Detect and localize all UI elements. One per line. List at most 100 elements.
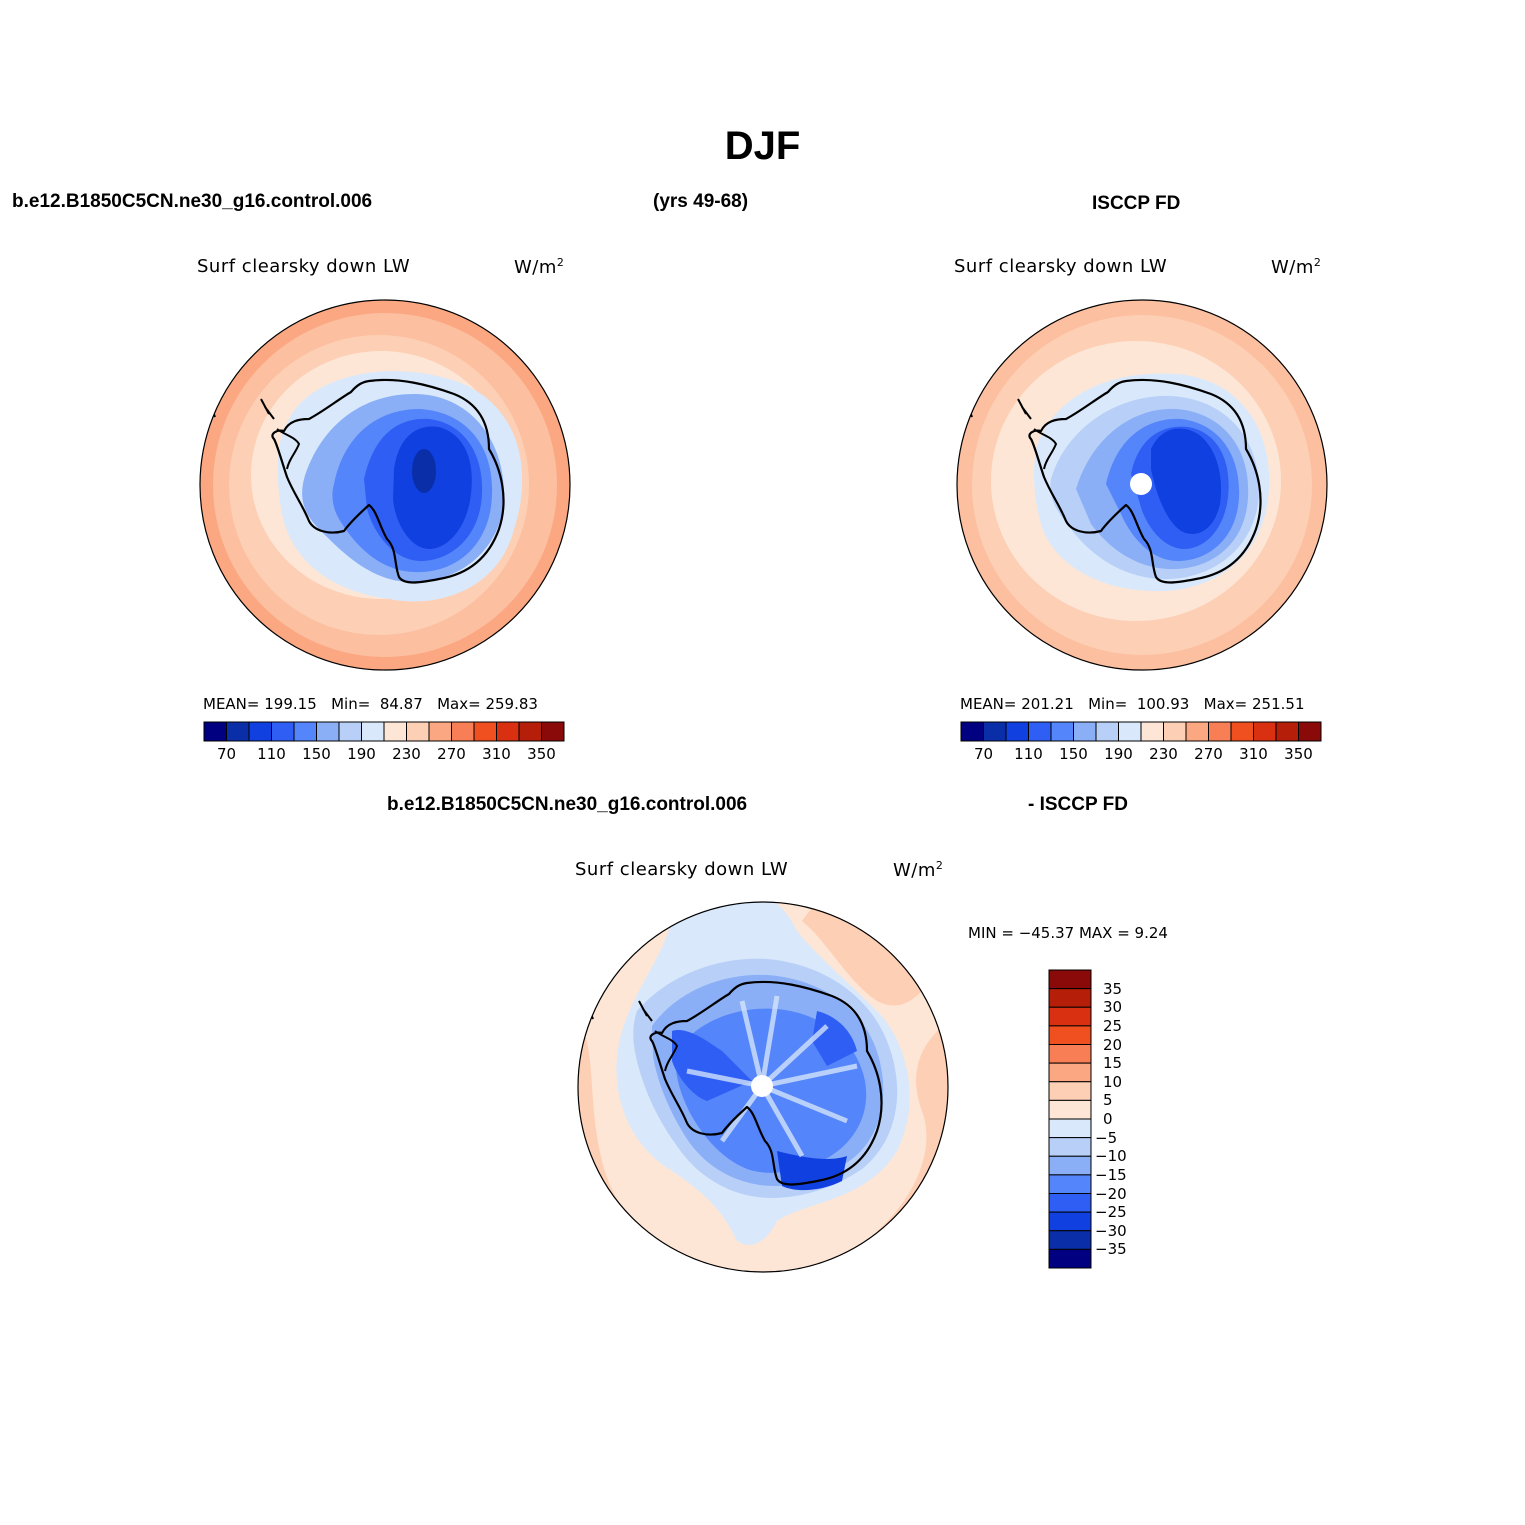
colorbar-box [960,721,984,742]
colorbar-tick-label: −20 [1095,1184,1127,1203]
diff-contour-neg-25-west [672,1030,752,1101]
obs-name-label: ISCCP FD [1092,193,1181,214]
colorbar-tick-label: 230 [392,745,421,763]
colorbar-tick-label: −30 [1095,1221,1127,1240]
colorbar-box [1095,721,1119,742]
colorbar-tick-label: −5 [1095,1128,1118,1147]
colorbar-tick-label: 190 [347,745,376,763]
model-polar-map [199,299,571,671]
colorbar-box [1073,721,1097,742]
diff-radial-streaks [686,995,858,1158]
colorbar-tick-label: 150 [302,745,331,763]
colorbar-tick-label: 30 [1103,998,1123,1017]
colorbar-box [1048,1174,1092,1194]
colorbar-box [1048,1211,1092,1232]
colorbar-box [1185,721,1209,742]
colorbar-tick-label: 0 [1103,1110,1113,1128]
colorbar-tick-label: 5 [1103,1091,1113,1110]
colorbar-tick-label: 10 [1103,1072,1123,1091]
model-panel-units: W/m2 [514,256,565,278]
colorbar-tick-label: 310 [482,745,511,763]
colorbar-box [1140,721,1164,742]
colorbar-box [1005,721,1029,742]
colorbar-box [983,721,1007,742]
colorbar-tick-label: 110 [1014,745,1043,763]
colorbar-box [1253,721,1277,742]
colorbar-box [1048,1193,1092,1213]
diff-case-label: b.e12.B1850C5CN.ne30_g16.control.006 [387,794,748,815]
colorbar-box [451,721,475,742]
colorbar-box [316,721,340,742]
diff-map-boundary [577,901,949,1273]
colorbar-tick-label: 110 [257,745,286,763]
model-panel-variable: Surf clearsky down LW [197,256,411,277]
colorbar-tick-label: 70 [216,745,237,763]
colorbar-box [1048,1230,1092,1250]
colorbar-box [1048,1118,1092,1139]
obs-colorbar [960,721,1322,742]
obs-pole-hole [1130,473,1152,495]
diff-antarctica-coastline [649,980,883,1186]
colorbar-box [1208,721,1232,742]
colorbar-tick-label: −15 [1095,1165,1127,1184]
model-colorbar [203,721,565,742]
obs-antarctica-coastline [1028,378,1262,584]
colorbar-box [1048,1081,1092,1101]
obs-contour-blue-5 [1151,428,1222,534]
colorbar-tick-label: 270 [1194,745,1223,763]
colorbar-tick-label: 25 [1103,1016,1123,1035]
colorbar-tick-label: −10 [1095,1147,1127,1166]
colorbar-box [1048,1025,1092,1045]
colorbar-box [226,721,250,742]
colorbar-box [338,721,362,742]
obs-polar-map [956,299,1328,671]
colorbar-tick-label: −25 [1095,1203,1127,1222]
diff-peninsula-islands [638,1000,679,1072]
diff-contour-neg-25-east [812,1011,857,1066]
model-contour-blue-4 [393,426,472,549]
colorbar-tick-label: 20 [1103,1035,1123,1054]
colorbar-box [1048,1155,1092,1176]
colorbar-box [248,721,272,742]
colorbar-box [271,721,295,742]
colorbar-tick-label: −35 [1095,1240,1127,1259]
colorbar-box [1230,721,1254,742]
colorbar-tick-label: 270 [437,745,466,763]
diff-panel-units: W/m2 [893,859,944,881]
colorbar-box [293,721,317,742]
colorbar-box [1048,988,1092,1008]
colorbar-box [428,721,452,742]
figure-title: DJF [724,124,801,168]
colorbar-box [1048,1248,1092,1269]
colorbar-tick-label: 230 [1149,745,1178,763]
colorbar-box [1050,721,1074,742]
obs-map-boundary [956,299,1328,671]
colorbar-box [1163,721,1187,742]
colorbar-tick-label: 350 [527,745,556,763]
colorbar-box [1028,721,1052,742]
case-name-label: b.e12.B1850C5CN.ne30_g16.control.006 [12,191,373,212]
colorbar-tick-label: 70 [973,745,994,763]
colorbar-box [1048,1044,1092,1064]
diff-contour-neg-30-south [777,1151,847,1191]
diff-polar-map [577,901,949,1273]
colorbar-box [203,721,227,742]
colorbar-box [1048,1062,1092,1083]
colorbar-box [518,721,542,742]
diff-minmax-stats: MIN = −45.37 MAX = 9.24 [968,924,1168,942]
colorbar-box [406,721,430,742]
model-antarctica-coastline [271,378,505,584]
colorbar-tick-label: 310 [1239,745,1268,763]
model-map-boundary [199,299,571,671]
obs-panel-variable: Surf clearsky down LW [954,256,1168,277]
model-stats: MEAN= 199.15 Min= 84.87 Max= 259.83 [203,695,538,713]
diff-panel-variable: Surf clearsky down LW [575,859,789,880]
colorbar-box [1048,1137,1092,1157]
colorbar-box [541,721,565,742]
obs-panel-units: W/m2 [1271,256,1322,278]
colorbar-box [1118,721,1142,742]
model-contour-min [412,449,436,493]
colorbar-tick-label: 190 [1104,745,1133,763]
colorbar-box [496,721,520,742]
diff-colorbar [1048,969,1092,1269]
